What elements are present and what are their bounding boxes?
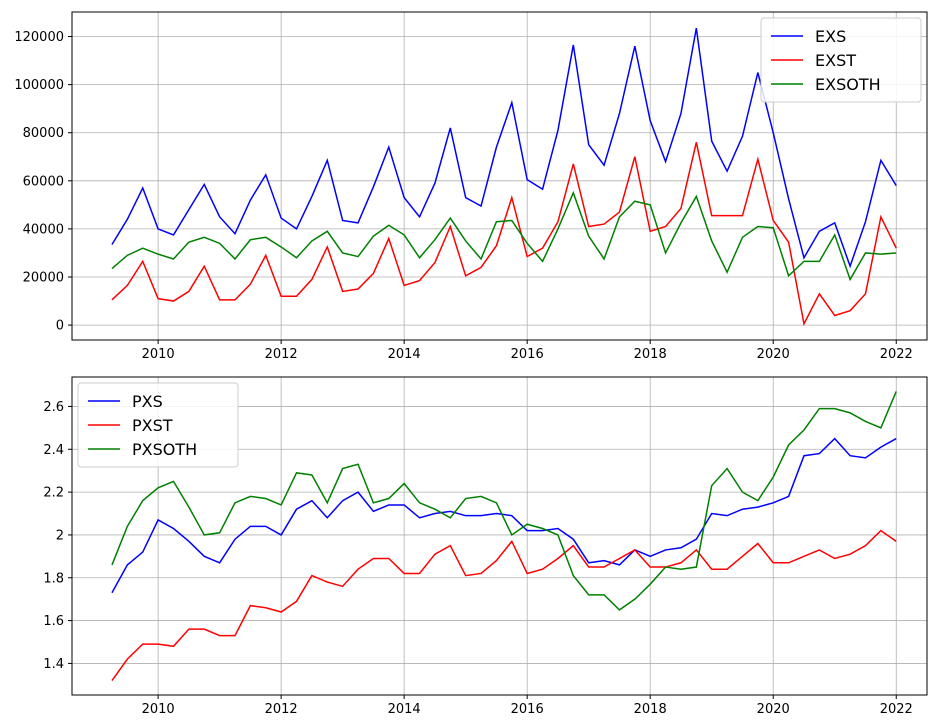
legend-label: PXST (132, 416, 173, 435)
series-line (111, 437, 897, 594)
series-line (111, 27, 897, 269)
y-tick-label: 80000 (23, 126, 64, 141)
series-line (111, 142, 897, 327)
y-tick-label: 20000 (23, 270, 64, 285)
y-tick-label: 2.2 (43, 486, 64, 501)
x-tick-label: 2020 (757, 702, 790, 717)
x-tick-label: 2016 (511, 702, 544, 717)
y-tick-label: 0 (56, 319, 64, 334)
x-tick-label: 2010 (142, 347, 175, 362)
y-tick-label: 2.6 (43, 400, 64, 415)
y-tick-label: 1.4 (43, 657, 64, 672)
x-tick-label: 2022 (880, 347, 913, 362)
legend-label: PXS (132, 392, 163, 411)
x-tick-label: 2016 (511, 347, 544, 362)
x-tick-label: 2014 (388, 347, 421, 362)
x-tick-label: 2012 (265, 702, 298, 717)
x-tick-label: 2022 (880, 702, 913, 717)
legend-label: EXS (815, 27, 846, 46)
x-tick-label: 2012 (265, 347, 298, 362)
x-tick-label: 2010 (142, 702, 175, 717)
x-tick-label: 2018 (634, 702, 667, 717)
y-tick-label: 2.4 (43, 443, 64, 458)
plot-frame (71, 11, 928, 341)
y-tick-label: 2 (56, 528, 64, 543)
y-tick-label: 40000 (23, 222, 64, 237)
legend-label: PXSOTH (132, 440, 197, 459)
legend-label: EXSOTH (815, 75, 881, 94)
legend-box (77, 382, 239, 468)
series-line (111, 529, 897, 681)
x-tick-label: 2018 (634, 347, 667, 362)
y-tick-label: 1.8 (43, 571, 64, 586)
legend-box (760, 17, 922, 103)
y-tick-label: 60000 (23, 174, 64, 189)
y-tick-label: 1.6 (43, 614, 64, 629)
y-tick-label: 120000 (14, 30, 64, 45)
legend-label: EXST (815, 51, 856, 70)
x-tick-label: 2014 (388, 702, 421, 717)
plot-frame (71, 376, 928, 696)
y-tick-label: 100000 (14, 78, 64, 93)
series-line (111, 190, 897, 282)
series-line (111, 391, 897, 611)
x-tick-label: 2020 (757, 347, 790, 362)
